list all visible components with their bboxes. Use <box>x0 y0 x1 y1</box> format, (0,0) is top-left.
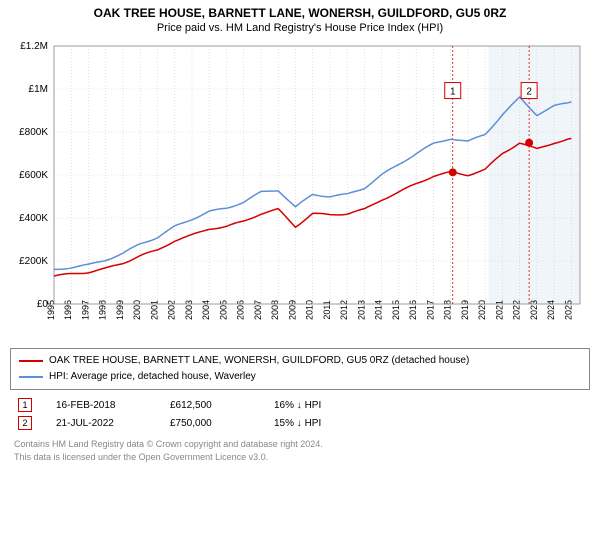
svg-text:2017: 2017 <box>425 300 435 320</box>
svg-text:2014: 2014 <box>374 300 384 320</box>
sales-table: 1 16-FEB-2018 £612,500 16% ↓ HPI 2 21-JUL-202… <box>10 396 590 432</box>
svg-text:1996: 1996 <box>63 300 73 320</box>
sale-row: 1 16-FEB-2018 £612,500 16% ↓ HPI <box>10 396 590 414</box>
svg-text:£800K: £800K <box>19 127 48 138</box>
svg-text:2020: 2020 <box>477 300 487 320</box>
svg-text:2021: 2021 <box>494 300 504 320</box>
legend-label: OAK TREE HOUSE, BARNETT LANE, WONERSH, G… <box>49 353 469 369</box>
svg-text:2010: 2010 <box>305 300 315 320</box>
sale-price: £612,500 <box>170 400 250 411</box>
sale-row: 2 21-JUL-2022 £750,000 15% ↓ HPI <box>10 414 590 432</box>
svg-text:2025: 2025 <box>563 300 573 320</box>
svg-text:2007: 2007 <box>253 300 263 320</box>
legend-swatch <box>19 360 43 362</box>
svg-text:1997: 1997 <box>80 300 90 320</box>
svg-text:1995: 1995 <box>46 300 56 320</box>
chart-subtitle: Price paid vs. HM Land Registry's House … <box>10 22 590 34</box>
svg-text:2023: 2023 <box>529 300 539 320</box>
svg-text:£1.2M: £1.2M <box>20 41 48 52</box>
svg-text:2016: 2016 <box>408 300 418 320</box>
svg-text:2005: 2005 <box>218 300 228 320</box>
legend-item: HPI: Average price, detached house, Wave… <box>19 369 581 385</box>
legend-label: HPI: Average price, detached house, Wave… <box>49 369 256 385</box>
svg-text:2002: 2002 <box>167 300 177 320</box>
sale-date: 16-FEB-2018 <box>56 400 146 411</box>
svg-text:2011: 2011 <box>322 300 332 319</box>
sale-delta: 16% ↓ HPI <box>274 400 321 411</box>
svg-text:2022: 2022 <box>512 300 522 320</box>
svg-text:2015: 2015 <box>391 300 401 320</box>
footer-line-1: Contains HM Land Registry data © Crown c… <box>14 438 586 451</box>
sale-date: 21-JUL-2022 <box>56 418 146 429</box>
svg-text:2009: 2009 <box>287 300 297 320</box>
sale-price: £750,000 <box>170 418 250 429</box>
sale-delta: 15% ↓ HPI <box>274 418 321 429</box>
svg-text:2004: 2004 <box>201 300 211 320</box>
legend-item: OAK TREE HOUSE, BARNETT LANE, WONERSH, G… <box>19 353 581 369</box>
svg-text:£600K: £600K <box>19 170 48 181</box>
svg-text:2018: 2018 <box>443 300 453 320</box>
legend-swatch <box>19 376 43 378</box>
svg-text:1998: 1998 <box>98 300 108 320</box>
svg-text:2001: 2001 <box>149 300 159 320</box>
svg-text:2003: 2003 <box>184 300 194 320</box>
svg-text:£1M: £1M <box>29 84 48 95</box>
footer: Contains HM Land Registry data © Crown c… <box>10 438 590 463</box>
footer-line-2: This data is licensed under the Open Gov… <box>14 451 586 464</box>
svg-text:1: 1 <box>450 87 456 98</box>
svg-text:2024: 2024 <box>546 300 556 320</box>
chart-area: £0£200K£400K£600K£800K£1M£1.2M1995199619… <box>10 40 590 340</box>
chart-title: OAK TREE HOUSE, BARNETT LANE, WONERSH, G… <box>10 6 590 20</box>
svg-text:£200K: £200K <box>19 256 48 267</box>
svg-text:2008: 2008 <box>270 300 280 320</box>
svg-text:1999: 1999 <box>115 300 125 320</box>
svg-text:2006: 2006 <box>236 300 246 320</box>
sale-badge: 1 <box>18 398 32 412</box>
svg-text:2012: 2012 <box>339 300 349 320</box>
svg-text:2013: 2013 <box>356 300 366 320</box>
line-chart: £0£200K£400K£600K£800K£1M£1.2M1995199619… <box>10 40 590 340</box>
svg-text:2019: 2019 <box>460 300 470 320</box>
legend: OAK TREE HOUSE, BARNETT LANE, WONERSH, G… <box>10 348 590 390</box>
sale-badge: 2 <box>18 416 32 430</box>
svg-text:2000: 2000 <box>132 300 142 320</box>
svg-text:2: 2 <box>526 87 532 98</box>
svg-text:£400K: £400K <box>19 213 48 224</box>
